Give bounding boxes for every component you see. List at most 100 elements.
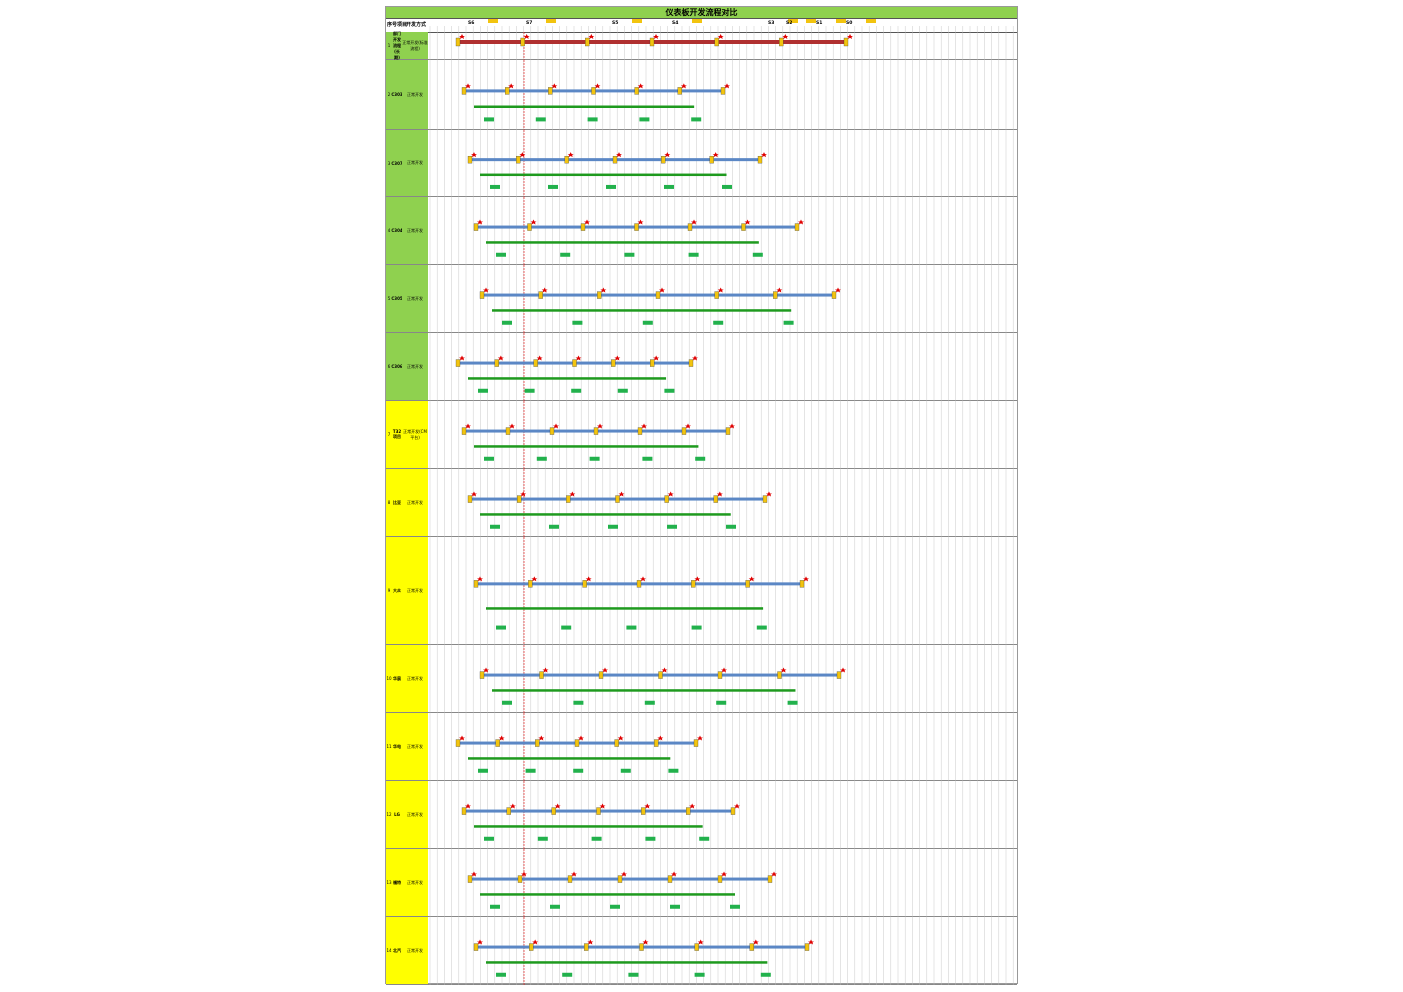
lane-row: 2 C303 正常开发 [386, 60, 1017, 130]
actual-bar [486, 607, 764, 610]
milestone-tag [632, 19, 642, 23]
milestone-marker [455, 359, 461, 367]
milestone-marker [686, 807, 691, 815]
lane-row: 3 C307 正常开发 [386, 130, 1017, 197]
gate-box [716, 700, 727, 705]
milestone-marker [730, 807, 736, 815]
lane-project-name: C307 [391, 130, 403, 196]
gate-box [726, 524, 736, 529]
lane-dev-mode: 正常开发 [402, 849, 428, 916]
star-marker [657, 735, 664, 741]
star-marker [465, 803, 471, 809]
star-marker [697, 735, 703, 741]
gate-box [536, 456, 547, 461]
lane-project-name: T32 项目 [392, 401, 402, 468]
milestone-marker [567, 875, 573, 883]
star-marker [532, 939, 539, 945]
actual-bar [480, 173, 727, 177]
gate-box [624, 252, 635, 257]
milestone-marker [535, 739, 540, 747]
lane-project-name: 部门开发流程(长期) [392, 30, 402, 60]
star-marker [483, 667, 489, 673]
star-marker [780, 667, 787, 673]
gate-box [620, 768, 631, 773]
milestone-marker [585, 37, 590, 47]
star-marker [465, 83, 471, 89]
actual-bar [468, 377, 667, 380]
gate-box [502, 320, 512, 325]
star-marker [554, 803, 561, 809]
milestone-marker [517, 875, 523, 883]
lane-dev-mode: 正常开发 [402, 197, 428, 264]
lane-chart [429, 917, 1014, 985]
gate-box [561, 625, 572, 630]
milestone-header: S6 S7 S5 S4 S3 S2 S1 S0 [429, 19, 1014, 32]
lane-row: 13 福特 正常开发 [386, 849, 1017, 917]
star-marker [541, 287, 548, 293]
star-marker [744, 219, 751, 225]
milestone-marker [473, 943, 479, 951]
milestone-marker [725, 427, 731, 435]
milestone-marker [538, 291, 543, 299]
lane-number: 8 [386, 469, 392, 536]
star-marker [600, 287, 607, 293]
milestone-marker [461, 427, 467, 435]
gate-box [699, 836, 710, 841]
star-marker [766, 491, 772, 497]
star-marker [721, 667, 727, 673]
gate-box [606, 184, 616, 189]
milestone-marker [572, 359, 577, 367]
lane-project-name: 福特 [392, 849, 402, 916]
star-marker [471, 152, 477, 158]
milestone-marker [717, 671, 723, 679]
star-marker [721, 871, 727, 877]
star-marker [584, 219, 590, 225]
milestone-marker [831, 291, 837, 299]
star-marker [692, 355, 698, 361]
lane-dev-mode: 正常开发 [402, 265, 428, 332]
lane-dev-mode: 正常开发 [402, 537, 428, 644]
milestone-marker [467, 495, 473, 503]
milestone-marker [533, 359, 538, 367]
actual-bar [468, 757, 671, 760]
lane-dev-mode: 正常开发(标准流程) [402, 32, 428, 59]
lane-row: 10 华晨 正常开发 [386, 645, 1017, 713]
star-marker [680, 83, 687, 89]
lane-chart [429, 32, 1014, 60]
gate-box [571, 388, 582, 393]
milestone-marker [566, 495, 571, 503]
milestone-marker [836, 671, 842, 679]
gate-box [617, 388, 628, 393]
milestone-marker [494, 359, 499, 367]
star-marker [653, 355, 660, 361]
star-marker [477, 939, 483, 945]
milestone-marker [473, 580, 479, 588]
star-marker [752, 939, 759, 945]
lane-number: 10 [386, 645, 392, 712]
actual-bar [480, 893, 735, 896]
gate-box [524, 388, 535, 393]
milestone-marker [551, 807, 556, 815]
star-marker [642, 939, 649, 945]
star-marker [542, 667, 549, 673]
star-marker [748, 576, 755, 582]
milestone-marker [529, 943, 534, 951]
lane-chart [429, 849, 1014, 917]
milestone-label: S7 [526, 20, 532, 26]
star-marker [685, 423, 691, 429]
star-marker [717, 287, 724, 293]
lane-number: 6 [386, 333, 392, 400]
star-marker [594, 83, 601, 89]
milestone-marker [717, 875, 723, 883]
milestone-marker [505, 427, 511, 435]
lane-number: 4 [386, 197, 392, 264]
milestone-marker [658, 671, 663, 679]
milestone-marker [709, 155, 714, 164]
star-marker [521, 871, 527, 877]
milestone-marker [584, 943, 589, 951]
milestone-tag [488, 19, 498, 23]
milestone-marker [455, 739, 461, 747]
lane-number: 2 [386, 60, 392, 129]
star-marker [575, 355, 582, 361]
gate-box [642, 456, 653, 461]
